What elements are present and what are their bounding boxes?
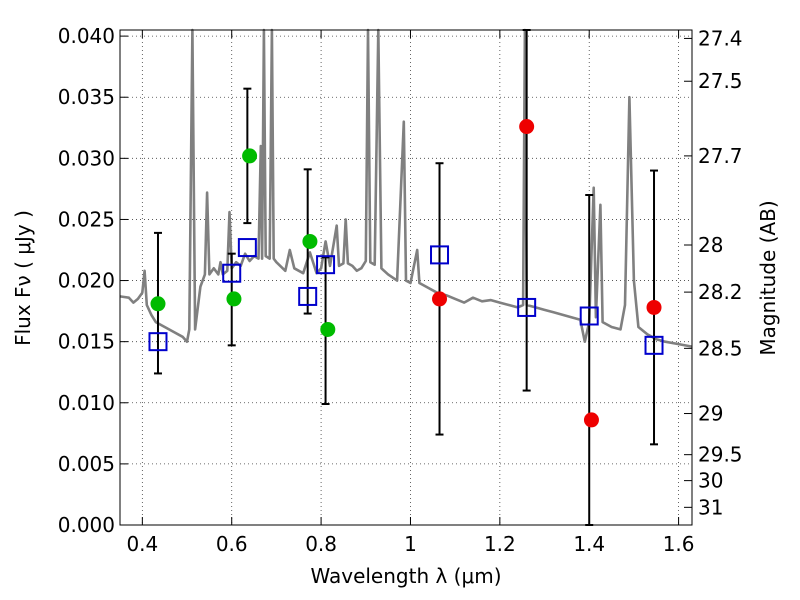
- y2-tick-label: 30: [698, 469, 723, 493]
- y-tick-label: 0.035: [58, 85, 115, 109]
- plot-frame: [119, 29, 693, 526]
- model-box: [298, 286, 318, 306]
- data-point: [583, 412, 599, 428]
- x-axis-title: Wavelength λ (μm): [310, 564, 501, 588]
- x-tick-label: 0.4: [126, 532, 158, 556]
- data-point: [646, 299, 662, 315]
- y2-tick-label: 29.5: [698, 443, 743, 467]
- y2-tick-label: 27.4: [698, 26, 743, 50]
- spectrum-line: [119, 28, 693, 348]
- data-point: [302, 233, 318, 249]
- y2-tick-label: 28.5: [698, 336, 743, 360]
- data-point: [519, 119, 535, 135]
- axis-ticks: [120, 30, 692, 526]
- y-tick-label: 0.040: [58, 24, 115, 48]
- x-tick-label: 0.6: [216, 532, 248, 556]
- data-point: [150, 296, 166, 312]
- data-point: [320, 321, 336, 337]
- x-tick-label: 1: [404, 532, 417, 556]
- y-tick-label: 0.025: [58, 207, 115, 231]
- y-tick-label: 0.010: [58, 391, 115, 415]
- y-tick-label: 0.020: [58, 269, 115, 293]
- y2-tick-label: 29: [698, 402, 723, 426]
- model-box: [430, 245, 450, 265]
- data-point: [226, 291, 242, 307]
- model-box: [237, 238, 257, 258]
- data-point: [242, 148, 258, 164]
- data-point: [432, 291, 448, 307]
- spectrum-series: [119, 28, 693, 348]
- tick-labels: 0.4 0.6 0.8 1 1.2 1.4 1.6 0.000 0.005 0.010 0.015 0…: [58, 24, 743, 556]
- model-box: [579, 306, 599, 326]
- x-tick-label: 0.8: [305, 532, 337, 556]
- x-tick-label: 1.2: [484, 532, 516, 556]
- y2-axis-title: Magnitude (AB): [756, 200, 780, 355]
- y2-tick-label: 28.2: [698, 280, 743, 304]
- y-axis-title: Flux Fν ( μJy ): [11, 210, 35, 346]
- model-box: [517, 297, 537, 317]
- y2-tick-label: 28: [698, 233, 723, 257]
- photometry-points: [148, 119, 664, 428]
- x-tick-label: 1.6: [663, 532, 695, 556]
- y-tick-label: 0.000: [58, 513, 115, 537]
- model-box: [148, 332, 168, 352]
- model-box: [644, 335, 664, 355]
- y2-tick-label: 31: [698, 495, 723, 519]
- y-tick-label: 0.005: [58, 452, 115, 476]
- x-tick-label: 1.4: [573, 532, 605, 556]
- model-box: [316, 255, 336, 275]
- y2-tick-label: 27.5: [698, 69, 743, 93]
- y-tick-label: 0.030: [58, 146, 115, 170]
- y-tick-label: 0.015: [58, 330, 115, 354]
- model-box: [222, 263, 242, 283]
- y2-tick-label: 27.7: [698, 144, 743, 168]
